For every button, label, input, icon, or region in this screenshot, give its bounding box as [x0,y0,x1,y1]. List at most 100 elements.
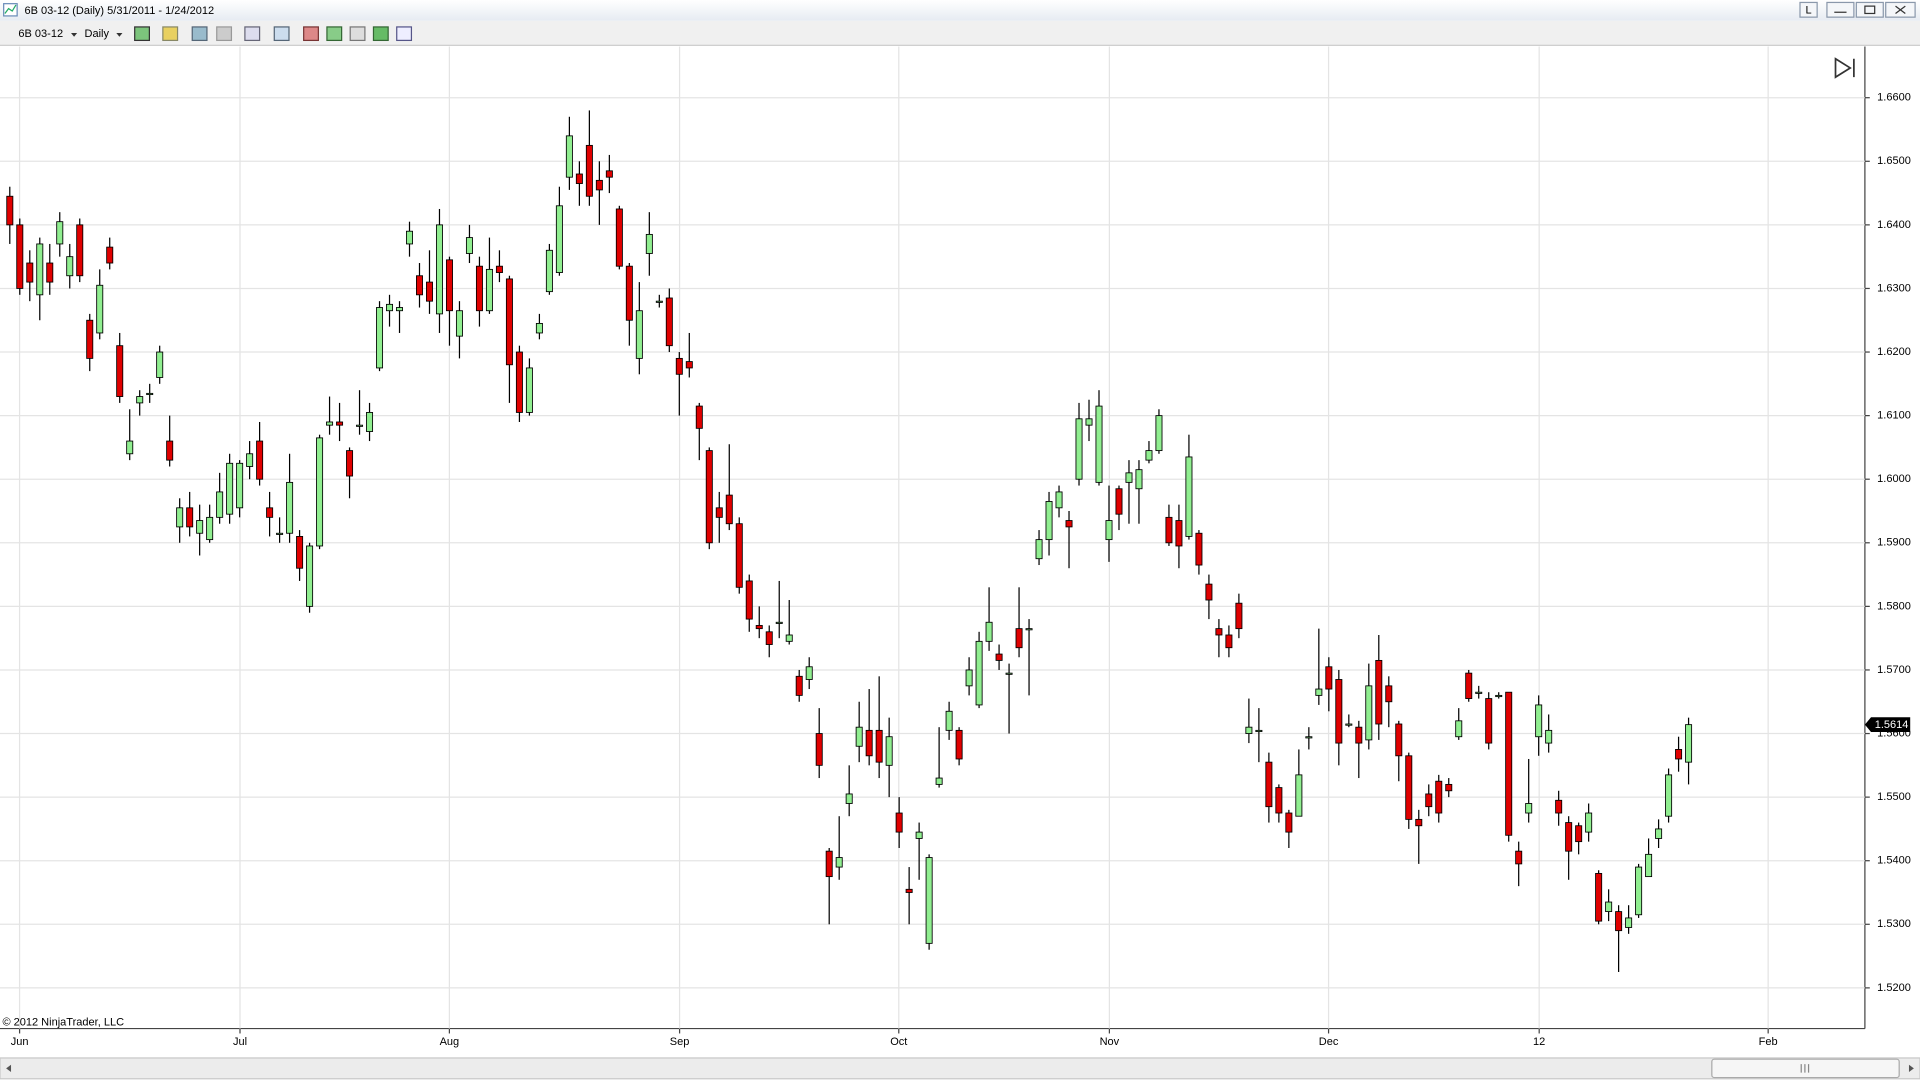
candle-body [565,135,573,178]
candle-body [875,729,883,763]
candle-body [815,733,823,766]
candle-body [66,256,74,277]
x-tick-label: Oct [890,1036,907,1048]
candle-body [1585,812,1593,833]
scroll-right[interactable] [1908,1064,1914,1073]
candle-body [346,450,354,477]
candle-body [665,297,673,347]
plot-background [0,46,1920,1056]
candle-body [266,507,274,518]
candle-body [1065,520,1073,528]
candle-body [745,580,753,620]
candle-body [1655,828,1663,839]
candle-body [935,777,943,785]
candle-body [1605,901,1613,913]
candle-body [116,345,124,397]
candle-body [206,516,214,541]
candle-body [1665,774,1673,817]
candle-body [515,351,523,413]
candle-body [276,532,284,535]
candle-body [605,170,613,178]
drawing-tool-button[interactable] [162,26,179,42]
candle-body [86,319,94,359]
candle-body [945,710,953,731]
candle-body [386,303,394,312]
candle-body [376,307,384,369]
candle-body [1535,704,1543,738]
period-selector[interactable]: Daily [84,28,109,40]
candle-body [136,396,144,404]
candle-body [795,675,803,696]
order-button[interactable] [372,26,389,42]
candle-body [435,224,443,315]
candle-body [905,888,913,893]
candle-body [256,440,264,480]
scroll-to-end-button[interactable] [1834,57,1855,79]
candle-body [1355,726,1363,744]
candle-body [186,507,194,528]
candle-body [1165,516,1173,544]
scroll-left[interactable] [6,1064,12,1073]
candle-body [1095,405,1103,483]
candle-body [1325,666,1333,690]
x-tick-label: Jul [233,1036,247,1048]
candle-body [505,278,513,366]
toolbar-icons [134,26,413,42]
minimize-button[interactable] [1826,1,1855,18]
candle-body [246,453,254,467]
candle-body [975,640,983,706]
pointer-button[interactable] [191,26,208,42]
candle-body [1465,672,1473,699]
candle-body [1475,691,1483,694]
window-title: 6B 03-12 (Daily) 5/31/2011 - 1/24/2012 [24,5,214,17]
candle-body [705,450,713,544]
pointer-alt-button[interactable] [216,26,233,42]
candle-body [306,545,314,607]
instrument-dropdown[interactable] [71,33,78,37]
properties-button[interactable] [396,26,413,42]
candle-body [1405,755,1413,820]
restore-button[interactable] [1855,1,1884,18]
candle-body [316,437,324,547]
candle-body [1045,501,1053,541]
candle-body [1575,825,1583,843]
data-box-button[interactable] [349,26,366,42]
candle-body [1375,659,1383,725]
candle-body [396,307,404,312]
zoom-button[interactable] [273,26,290,42]
candle-body [805,666,813,680]
x-tick-label: Aug [440,1036,460,1048]
candle-body [925,857,933,944]
chart-style-button[interactable] [134,26,150,42]
candle-body [1365,685,1373,741]
last-price-label: 1.5614 [1875,719,1909,731]
candle-body [1145,450,1153,461]
candle-body [196,520,204,534]
strategy-button[interactable] [326,26,343,42]
candle-body [1515,850,1523,865]
candle-body [585,144,593,197]
candle-body [555,205,563,273]
instrument-selector[interactable]: 6B 03-12 [18,28,63,40]
candle-body [1565,822,1573,852]
copyright: © 2012 NinjaTrader, LLC [2,1016,124,1028]
candle-body [995,653,1003,661]
y-tick-label: 1.6100 [1877,410,1911,422]
scrollbar[interactable] [0,1057,1920,1080]
layout-button[interactable] [1799,1,1818,18]
candle-body [1385,685,1393,703]
candle-body [775,621,783,624]
candle-body [675,357,683,375]
candle-body [56,221,64,245]
candle-body [1495,694,1503,698]
x-tick-label: Jun [11,1036,29,1048]
period-dropdown[interactable] [116,33,123,37]
candle-body [895,812,903,833]
cursor-button[interactable] [244,26,261,42]
candle-body [955,729,963,760]
candle-body [1285,812,1293,833]
y-tick-label: 1.6400 [1877,219,1911,231]
indicator-button[interactable] [303,26,319,42]
candle-body [1595,872,1603,922]
